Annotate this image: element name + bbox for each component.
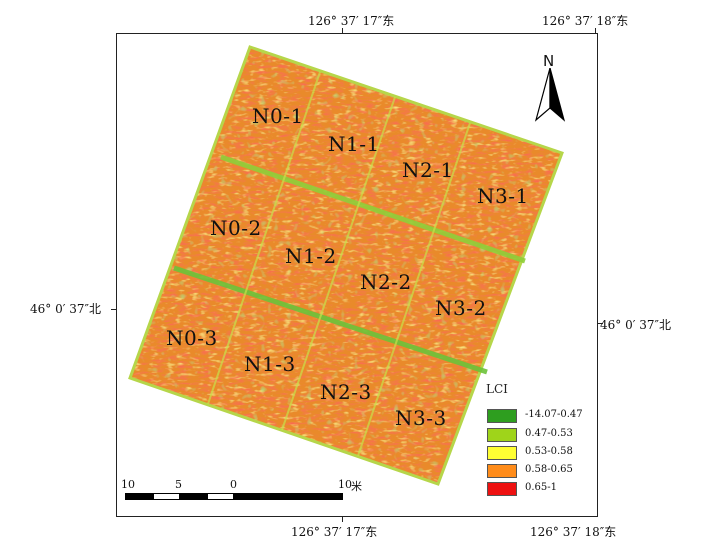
field-outline [128, 45, 564, 486]
plot-label: N1-1 [328, 132, 380, 156]
plot-label: N3-2 [435, 296, 487, 320]
legend-swatch [487, 482, 517, 496]
legend-swatch [487, 464, 517, 478]
coord-bottom-right: 126° 37′ 18″东 [530, 525, 617, 539]
column-divider [281, 96, 396, 431]
plot-label: N2-1 [402, 158, 454, 182]
north-arrow-icon [534, 68, 566, 122]
plot-label: N2-3 [320, 380, 372, 404]
scale-segment [180, 493, 207, 500]
scale-segment [125, 493, 153, 500]
plot-label: N0-3 [166, 326, 218, 350]
legend-label: 0.53-0.58 [525, 446, 573, 457]
north-letter: N [543, 52, 555, 70]
scale-segment [153, 493, 180, 500]
plot-label: N0-2 [210, 216, 262, 240]
frame-tick [598, 323, 603, 324]
column-divider [357, 122, 471, 457]
legend-label: 0.47-0.53 [525, 428, 573, 439]
scale-segment [207, 493, 234, 500]
legend-label: 0.65-1 [525, 482, 558, 493]
scale-bar: 10 5 0 10 米 [121, 478, 365, 508]
legend-swatch [487, 446, 517, 460]
plot-label: N1-3 [244, 352, 296, 376]
legend-title: LCI [486, 382, 508, 396]
plot-label: N0-1 [252, 104, 304, 128]
row-divider [220, 154, 526, 264]
frame-tick [595, 28, 596, 33]
scale-tick-label: 5 [175, 478, 182, 491]
frame-tick [342, 517, 343, 522]
scale-unit: 米 [351, 480, 362, 493]
plot-label: N3-1 [477, 184, 529, 208]
legend-swatch [487, 428, 517, 442]
scale-tick-label: 10 [121, 478, 135, 491]
coord-right: 46° 0′ 37″北 [600, 318, 672, 332]
frame-tick [342, 28, 343, 33]
column-divider [207, 71, 321, 405]
coord-top-left: 126° 37′ 17″东 [308, 14, 395, 28]
plot-label: N1-2 [285, 244, 337, 268]
legend-swatch [487, 409, 517, 423]
scale-segment [234, 493, 343, 500]
legend-label: 0.58-0.65 [525, 464, 573, 475]
scale-tick-label: 0 [230, 478, 237, 491]
scale-tick-label: 10 [338, 478, 352, 491]
plot-label: N2-2 [360, 270, 412, 294]
legend: LCI -14.07-0.47 0.47-0.53 0.53-0.58 0.58… [480, 382, 590, 496]
north-arrow: N [532, 52, 568, 122]
coord-top-right: 126° 37′ 18″东 [542, 14, 629, 28]
plot-label: N3-3 [395, 406, 447, 430]
frame-tick [111, 309, 116, 310]
coord-bottom-left: 126° 37′ 17″东 [291, 525, 378, 539]
coord-left: 46° 0′ 37″北 [30, 302, 102, 316]
legend-label: -14.07-0.47 [525, 409, 583, 420]
row-divider [173, 265, 488, 375]
